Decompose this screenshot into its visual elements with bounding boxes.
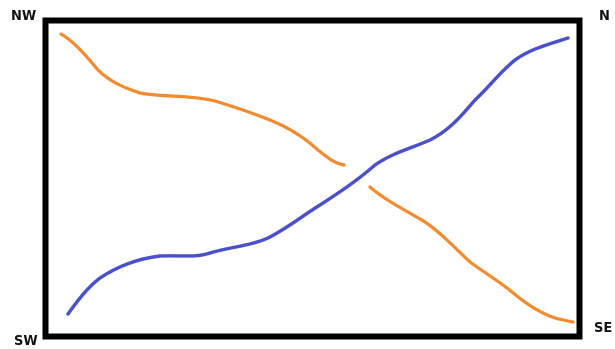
blue-path	[66, 36, 570, 316]
corner-label-nw: NW	[11, 9, 36, 24]
orange-path-lower	[368, 185, 575, 324]
corner-label-se: SE	[594, 321, 612, 336]
frame-border	[42, 17, 583, 340]
corner-label-sw: SW	[14, 334, 38, 349]
orange-path-upper	[59, 32, 346, 167]
corner-label-ne: N	[599, 9, 610, 24]
